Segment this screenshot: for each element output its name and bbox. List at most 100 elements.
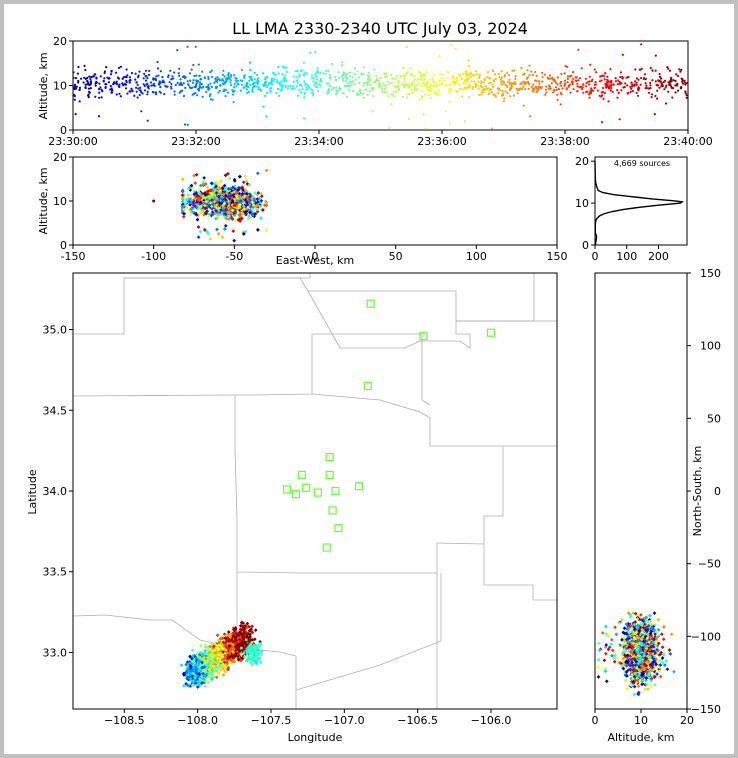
time-height-point xyxy=(508,78,511,81)
ew-height-point xyxy=(252,212,257,216)
time-height-point xyxy=(461,95,464,98)
time-height-point xyxy=(279,89,282,92)
time-height-point xyxy=(161,81,164,84)
time-height-point xyxy=(111,89,114,92)
time-height-ytick-label: 0 xyxy=(60,124,67,137)
time-height-point xyxy=(586,90,589,93)
plan-view-point xyxy=(249,661,253,664)
ew-height-point xyxy=(227,176,232,181)
time-height-point xyxy=(130,87,133,90)
time-height-point xyxy=(272,80,275,83)
ew-height-point xyxy=(222,186,227,191)
time-height-point xyxy=(490,91,493,94)
time-height-point xyxy=(625,76,628,79)
time-height-point xyxy=(606,83,609,86)
ew-height-point xyxy=(212,199,217,204)
time-height-point xyxy=(86,83,89,86)
time-height-point xyxy=(89,87,92,90)
time-height-point xyxy=(103,77,106,80)
time-height-point xyxy=(385,72,388,75)
time-height-point xyxy=(129,78,132,81)
time-height-point xyxy=(316,75,319,78)
time-height-point xyxy=(581,86,584,89)
time-height-point xyxy=(557,88,561,91)
time-height-point xyxy=(146,93,149,96)
time-height-point xyxy=(296,82,299,85)
time-height-point xyxy=(305,72,309,75)
time-height-point xyxy=(194,45,197,48)
time-height-point xyxy=(284,85,287,89)
time-height-point xyxy=(454,47,457,51)
time-height-point xyxy=(181,75,185,79)
ew-height-point xyxy=(231,193,236,197)
time-height-point xyxy=(198,83,201,86)
time-height-point xyxy=(264,81,267,84)
time-height-point xyxy=(156,60,159,64)
time-height-point xyxy=(351,76,354,79)
ew-height-point xyxy=(220,186,225,191)
time-height-point xyxy=(278,94,281,97)
time-height-point xyxy=(146,119,149,122)
ew-height-point xyxy=(264,200,269,205)
time-height-point xyxy=(513,69,516,72)
time-height-point xyxy=(167,75,170,79)
time-height-point xyxy=(268,82,271,85)
time-height-point xyxy=(332,86,335,89)
time-height-point xyxy=(344,75,347,79)
time-height-point xyxy=(128,81,131,84)
time-height-point xyxy=(397,81,400,84)
time-height-point xyxy=(371,110,374,113)
time-height-point xyxy=(664,86,667,89)
time-height-point xyxy=(501,94,504,97)
time-height-point xyxy=(535,80,538,83)
time-height-point xyxy=(346,82,349,85)
time-height-point xyxy=(467,59,470,62)
plan-view-ytick-label: 33.0 xyxy=(43,646,68,659)
time-height-point xyxy=(654,80,657,83)
time-height-point xyxy=(619,71,623,74)
time-height-point xyxy=(199,78,202,81)
time-height-point xyxy=(466,74,469,77)
county-line xyxy=(295,573,442,691)
time-height-point xyxy=(619,76,622,79)
time-height-point xyxy=(229,75,232,78)
time-height-point xyxy=(267,84,270,87)
time-height-point xyxy=(385,75,388,78)
time-height-point xyxy=(658,72,661,76)
time-height-point xyxy=(521,88,524,91)
time-height-point xyxy=(143,89,147,92)
time-height-point xyxy=(470,72,473,75)
time-height-point xyxy=(535,74,538,77)
time-height-point xyxy=(683,79,686,82)
time-height-point xyxy=(122,84,125,87)
time-height-point xyxy=(316,78,319,81)
time-height-point xyxy=(342,71,345,74)
time-height-point xyxy=(577,48,580,51)
time-height-point xyxy=(362,84,365,87)
ew-height-point xyxy=(197,191,202,196)
time-height-point xyxy=(154,93,158,96)
ew-height-point xyxy=(180,177,185,182)
ew-height-point xyxy=(240,191,245,196)
time-height-point xyxy=(362,92,365,95)
time-height-point xyxy=(314,51,317,54)
time-height-point xyxy=(405,45,408,49)
time-height-point xyxy=(454,80,457,83)
time-height-point xyxy=(640,76,643,80)
time-height-point xyxy=(407,86,410,89)
time-height-point xyxy=(251,86,254,89)
time-height-point xyxy=(78,100,81,103)
time-height-point xyxy=(422,113,425,116)
time-height-xtick-label: 23:40:00 xyxy=(663,135,712,148)
time-height-point xyxy=(377,79,380,82)
time-height-point xyxy=(585,81,588,85)
time-height-point xyxy=(121,77,124,80)
time-height-point xyxy=(421,95,424,98)
time-height-point xyxy=(110,87,113,90)
time-height-point xyxy=(674,91,677,94)
time-height-point xyxy=(421,84,424,87)
time-height-point xyxy=(119,65,122,68)
ew-height-xlabel: East-West, km xyxy=(276,254,354,267)
time-height-point xyxy=(616,83,619,86)
